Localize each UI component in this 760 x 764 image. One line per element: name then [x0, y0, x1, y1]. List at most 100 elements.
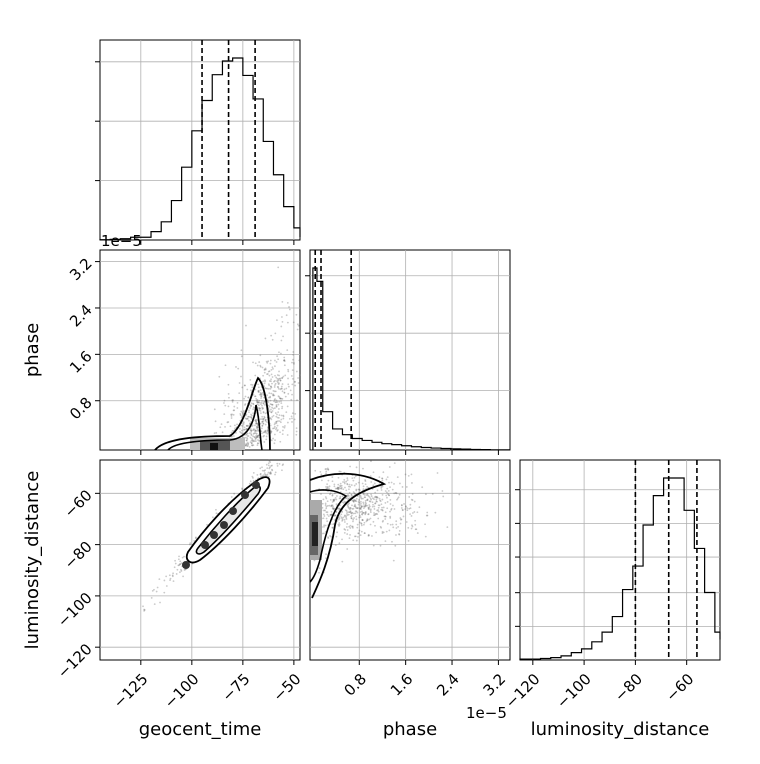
scatter-point — [321, 502, 324, 505]
scatter-point — [341, 538, 343, 541]
scatter-point — [273, 400, 275, 403]
scatter-point — [178, 564, 181, 567]
scatter-point — [260, 432, 263, 435]
scatter-point — [264, 430, 266, 433]
scatter-point — [381, 498, 384, 501]
scatter-point — [343, 481, 346, 484]
scatter-point — [333, 498, 336, 501]
scatter-point — [256, 426, 259, 429]
scatter-point — [278, 370, 280, 373]
scatter-point — [382, 519, 384, 522]
scatter-point — [163, 579, 166, 582]
scatter-point — [379, 500, 382, 503]
scatter-point — [240, 355, 243, 358]
scatter-point — [253, 436, 256, 438]
scatter-point — [341, 511, 344, 513]
scatter-point — [373, 508, 376, 510]
scatter-point — [373, 482, 376, 485]
scatter-point — [275, 420, 278, 423]
scatter-point — [373, 498, 375, 501]
scatter-point — [390, 481, 393, 484]
scatter-point — [397, 496, 400, 499]
scatter-point — [260, 392, 263, 395]
scatter-point — [293, 418, 296, 421]
scatter-point — [340, 486, 343, 489]
scatter-point — [219, 426, 222, 429]
scatter-point — [259, 473, 262, 476]
scatter-point — [287, 385, 290, 388]
scatter-point — [276, 380, 278, 383]
scatter-point — [264, 473, 266, 476]
scatter-point — [290, 398, 293, 401]
scatter-point — [278, 462, 281, 465]
scatter-point — [389, 515, 392, 518]
scatter-point — [277, 379, 280, 382]
scatter-point — [282, 463, 285, 466]
scatter-point — [357, 481, 360, 484]
scatter-point — [213, 432, 216, 435]
scatter-point — [328, 487, 330, 490]
scatter-point — [257, 428, 259, 431]
scatter-point — [254, 388, 257, 391]
scatter-point — [260, 393, 262, 396]
scatter-point — [372, 520, 375, 523]
scatter-point — [354, 506, 357, 509]
scatter-point — [215, 512, 218, 515]
scatter-point — [349, 507, 352, 509]
scatter-point — [327, 537, 330, 539]
scatter-point — [175, 573, 178, 575]
scatter-point — [269, 396, 272, 399]
scatter-point — [287, 383, 290, 386]
scatter-point — [367, 506, 370, 509]
scatter-point — [341, 495, 344, 498]
scatter-point — [269, 471, 272, 474]
scatter-point — [383, 515, 386, 518]
scatter-point — [231, 413, 233, 416]
scatter-point — [338, 508, 341, 511]
scatter-point — [320, 493, 322, 495]
y-tick-label: −60 — [61, 486, 96, 521]
scatter-point — [326, 500, 329, 503]
scatter-point — [330, 535, 333, 538]
scatter-point — [357, 507, 360, 509]
scatter-point — [247, 425, 250, 428]
scatter-point — [269, 387, 272, 390]
scatter-point — [351, 499, 354, 502]
scatter-point — [261, 406, 264, 409]
scatter-point — [245, 444, 247, 446]
scatter-point — [275, 415, 278, 418]
scatter-point — [265, 387, 268, 390]
scatter-point — [277, 266, 280, 269]
scatter-point — [388, 481, 390, 484]
scatter-point — [337, 487, 340, 489]
scatter-point — [262, 417, 265, 420]
scatter-point — [377, 509, 380, 511]
scatter-point — [234, 427, 236, 430]
scatter-point — [326, 504, 329, 507]
scatter-point — [359, 495, 362, 498]
scatter-point — [346, 529, 349, 531]
scatter-point — [264, 419, 267, 421]
scatter-point — [458, 493, 461, 496]
scatter-point — [352, 518, 355, 521]
scatter-point — [280, 402, 283, 405]
scatter-point — [257, 383, 259, 386]
scatter-point — [255, 434, 258, 437]
scatter-point — [325, 511, 328, 514]
scatter-point — [158, 578, 161, 581]
scatter-point — [326, 467, 329, 470]
scatter-point — [290, 375, 293, 377]
scatter-point — [362, 523, 365, 526]
scatter-point — [261, 421, 264, 423]
scatter-point — [322, 513, 325, 516]
scatter-point — [355, 483, 358, 485]
scatter-point — [362, 493, 365, 495]
scatter-point — [363, 511, 366, 514]
scatter-point — [418, 506, 421, 509]
scatter-point — [247, 443, 249, 446]
scatter-point — [182, 575, 184, 578]
scatter-point — [352, 500, 355, 503]
scatter-point — [174, 559, 176, 562]
scatter-point — [353, 504, 356, 507]
scatter-point — [386, 507, 389, 510]
